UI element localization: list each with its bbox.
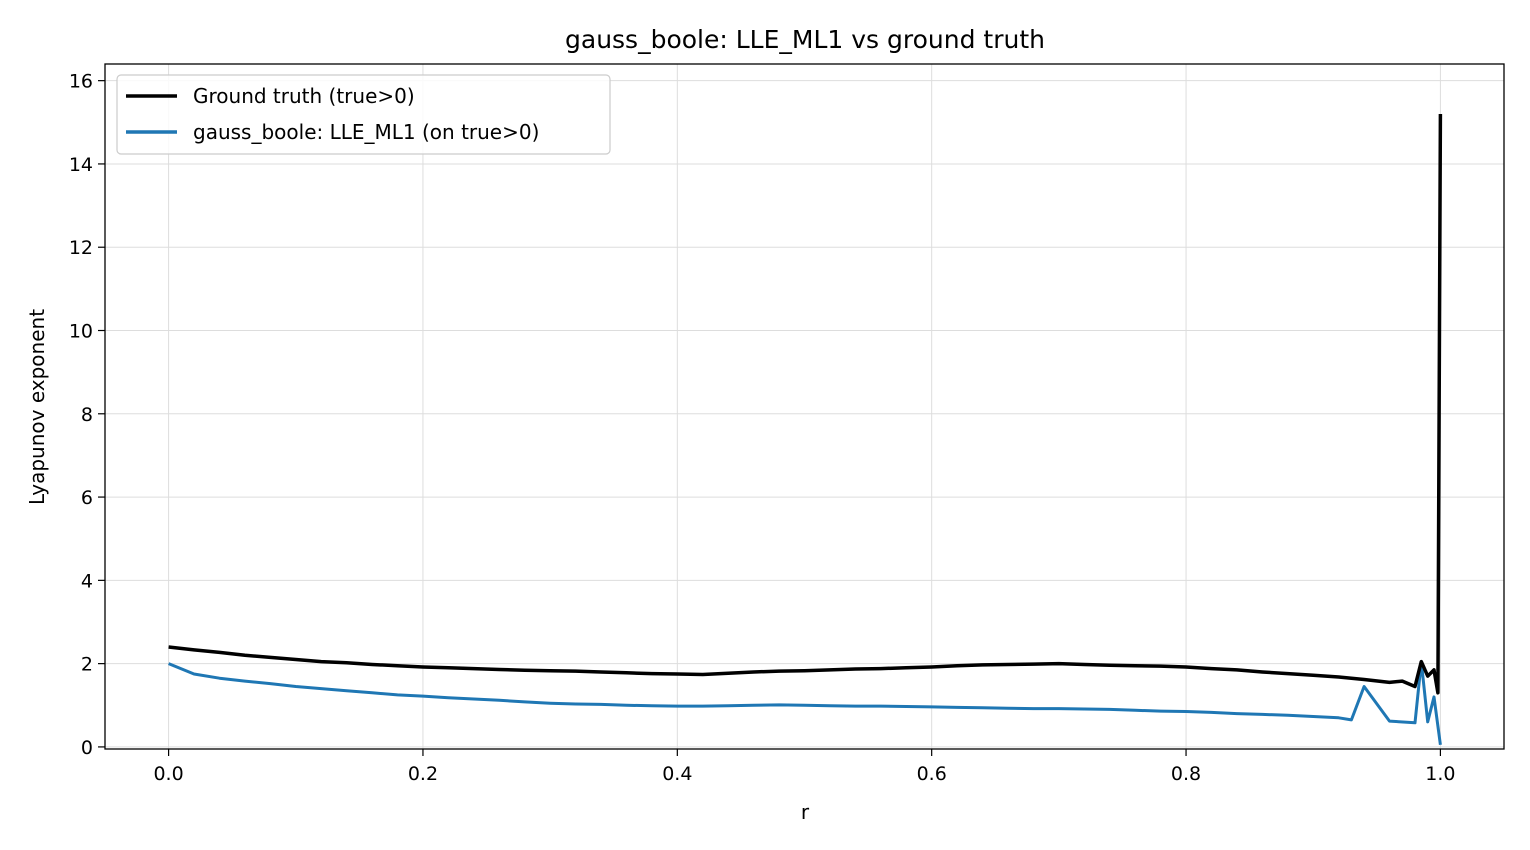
- y-tick-label: 16: [69, 71, 93, 93]
- y-tick-label: 12: [69, 237, 93, 259]
- x-tick-label: 0.0: [153, 763, 183, 785]
- legend: Ground truth (true>0) gauss_boole: LLE_ML…: [116, 74, 611, 155]
- y-axis-label: Lyapunov exponent: [25, 309, 49, 505]
- x-tick-label: 0.4: [662, 763, 692, 785]
- y-tick-label: 8: [81, 404, 93, 426]
- chart-title: gauss_boole: LLE_ML1 vs ground truth: [565, 25, 1045, 54]
- plot-frame: [104, 63, 1505, 750]
- x-tick-label: 1.0: [1425, 763, 1455, 785]
- legend-box: [116, 74, 611, 155]
- y-tick-label: 2: [81, 654, 93, 676]
- x-tick-label: 0.2: [408, 763, 438, 785]
- series-line-ground-truth: [168, 113, 1443, 695]
- x-tick-label: 0.6: [917, 763, 947, 785]
- y-tick-label: 4: [81, 570, 93, 592]
- series-layer: [168, 113, 1443, 745]
- y-tick-label: 6: [81, 487, 93, 509]
- y-tick-label: 10: [69, 321, 93, 343]
- legend-label: Ground truth (true>0): [193, 84, 415, 108]
- x-axis-label: r: [801, 800, 810, 824]
- y-tick-label: 0: [81, 737, 93, 759]
- y-axis: 0 2 4 6 8 10 12 14 16: [69, 71, 105, 759]
- series-line-lle-ml1: [168, 660, 1442, 745]
- x-tick-label: 0.8: [1171, 763, 1201, 785]
- y-tick-label: 14: [69, 154, 93, 176]
- x-axis: 0.0 0.2 0.4 0.6 0.8 1.0: [153, 749, 1456, 785]
- legend-label: gauss_boole: LLE_ML1 (on true>0): [193, 120, 539, 144]
